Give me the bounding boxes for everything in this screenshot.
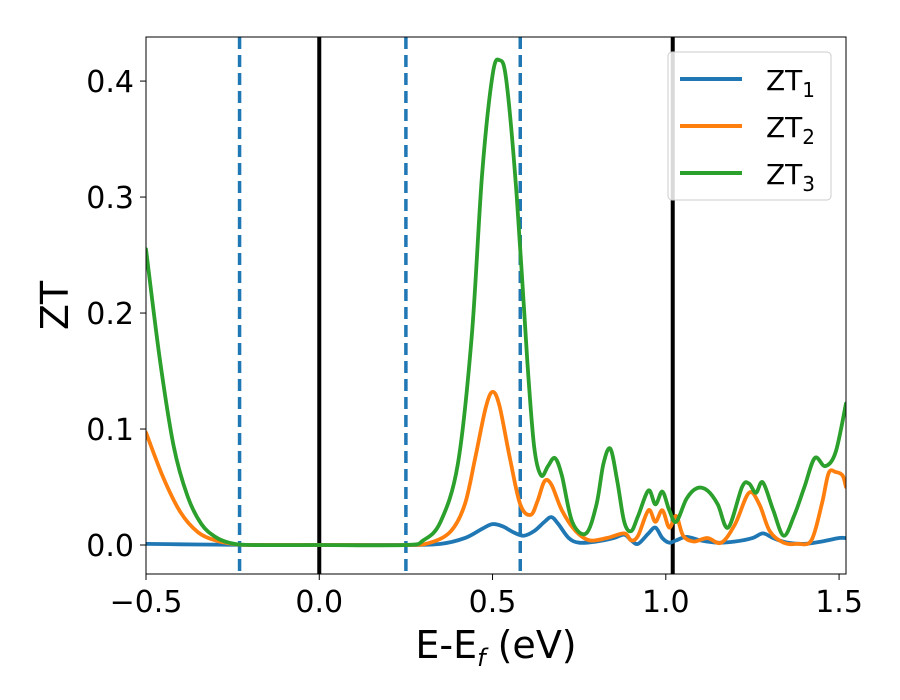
x-tick-label: 1.5 (815, 585, 863, 620)
axis-ticks: −0.5 0.0 0.5 1.0 1.5 0.0 0.1 0.2 0.3 0.4 (86, 65, 863, 620)
series-lines (146, 57, 846, 548)
x-tick-label: 0.0 (295, 585, 343, 620)
legend: ZT1 ZT2 ZT3 (667, 51, 832, 201)
x-tick-label: 0.5 (469, 585, 517, 620)
y-tick-label: 0.3 (86, 181, 134, 216)
reference-lines (237, 37, 675, 574)
legend-label-1: ZT1 (766, 64, 815, 102)
y-tick-label: 0.0 (86, 529, 134, 564)
y-tick-label: 0.4 (86, 65, 134, 100)
legend-label-2: ZT2 (766, 111, 815, 149)
y-tick-label: 0.2 (86, 297, 134, 332)
x-tick-label: 1.0 (642, 585, 690, 620)
legend-box (667, 51, 832, 201)
legend-label-3: ZT3 (766, 158, 815, 196)
series-line-2 (146, 390, 846, 548)
series-line-1 (146, 515, 846, 547)
y-axis-label: ZT (33, 280, 77, 330)
plot-frame (145, 36, 847, 575)
x-axis-label-main: E-E (415, 623, 477, 667)
y-tick-label: 0.1 (86, 413, 134, 448)
x-tick-label: −0.5 (110, 585, 183, 620)
x-axis-label: E-Ef (eV) (415, 623, 576, 672)
series-line-3 (146, 57, 846, 548)
x-axis-label-unit: (eV) (486, 623, 577, 667)
